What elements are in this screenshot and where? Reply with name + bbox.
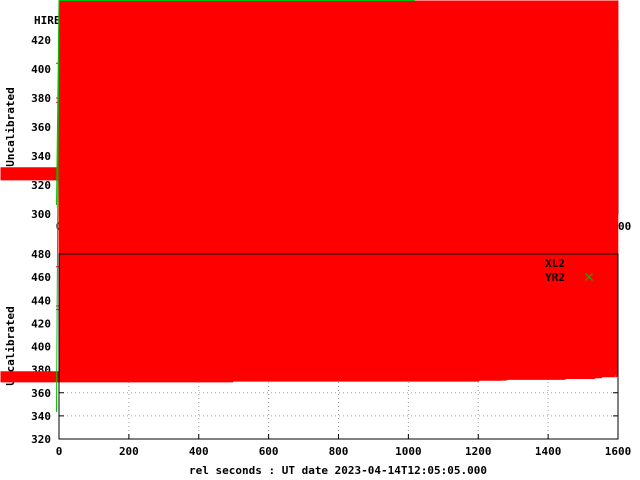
y-tick-label: 360: [31, 121, 51, 134]
y-tick-label: 320: [31, 179, 51, 192]
legend-label-xl2: XL2: [545, 257, 565, 270]
plot-frame-bottom: [58, 253, 619, 440]
y-tick-label: 300: [31, 208, 51, 221]
x-tick-label: 0: [56, 445, 63, 458]
ticks-bottom: 0 200 400 600 800 1000 1200 1400 160032034036038…: [31, 248, 631, 458]
x-tick-label: 400: [189, 445, 209, 458]
series-layer-bottom: [0, 0, 619, 415]
legend-marker-yr2: [585, 273, 593, 281]
y-tick-label: 360: [31, 387, 51, 400]
x-tick-label: 600: [259, 445, 279, 458]
y-axis-label-bottom: Uncalibrated: [4, 306, 17, 385]
x-tick-label: 1400: [535, 445, 562, 458]
y-tick-label: 460: [31, 271, 51, 284]
y-tick-label: 340: [31, 410, 51, 423]
y-tick-label: 400: [31, 63, 51, 76]
x-axis-label: rel seconds : UT date 2023-04-14T12:05:0…: [189, 464, 487, 477]
y-tick-label: 340: [31, 150, 51, 163]
legend-marker-xl2: [585, 259, 593, 267]
y-tick-label: 400: [31, 341, 51, 354]
legend-bottom: XL2 YR2: [545, 257, 593, 284]
x-tick-label: 1000: [395, 445, 422, 458]
y-tick-label: 420: [31, 317, 51, 330]
y-tick-label: 480: [31, 248, 51, 261]
series-xl2-points: [0, 0, 619, 383]
x-tick-label: 200: [119, 445, 139, 458]
y-tick-label: 320: [31, 433, 51, 446]
y-axis-label-top: Uncalibrated: [4, 87, 17, 166]
x-tick-label: 1200: [465, 445, 492, 458]
y-tick-label: 380: [31, 92, 51, 105]
y-tick-label: 420: [31, 34, 51, 47]
y-tick-label: 440: [31, 294, 51, 307]
x-tick-label: 1600: [605, 445, 632, 458]
x-tick-label: 800: [329, 445, 349, 458]
legend-label-yr2: YR2: [545, 271, 565, 284]
panel-bottom: Uncalibrated 0 200 400 600 800 1000 1200 1400 16…: [0, 0, 631, 458]
